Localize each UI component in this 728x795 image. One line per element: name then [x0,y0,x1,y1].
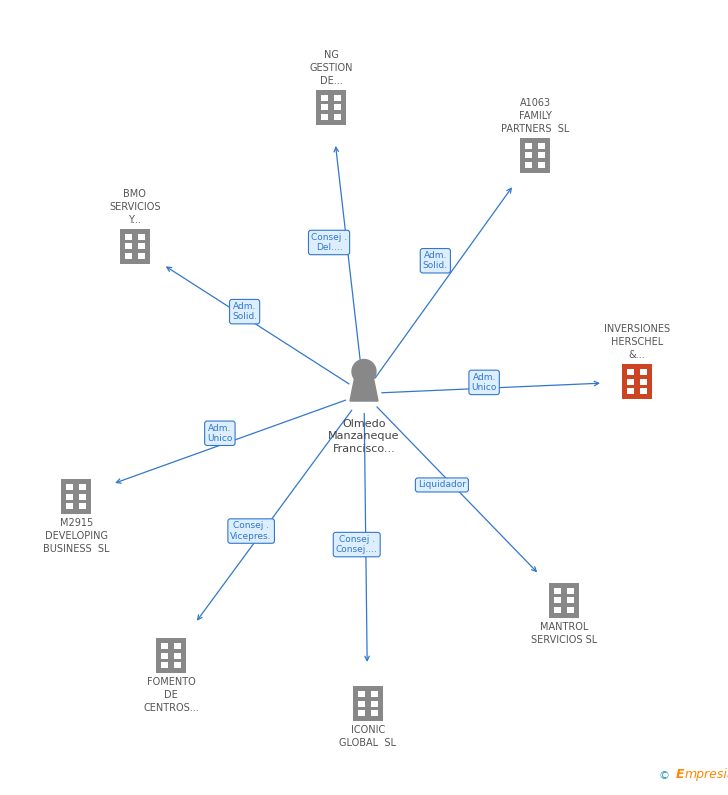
Polygon shape [350,376,378,401]
Text: Adm.
Solid.: Adm. Solid. [423,251,448,270]
FancyBboxPatch shape [138,243,145,250]
FancyBboxPatch shape [124,243,132,250]
FancyBboxPatch shape [640,378,647,385]
FancyBboxPatch shape [79,484,87,491]
FancyBboxPatch shape [554,607,561,613]
FancyBboxPatch shape [161,643,168,650]
FancyBboxPatch shape [525,161,532,168]
FancyBboxPatch shape [334,114,341,120]
FancyBboxPatch shape [66,503,74,510]
FancyBboxPatch shape [334,95,341,101]
FancyBboxPatch shape [161,662,168,669]
FancyBboxPatch shape [357,710,365,716]
FancyBboxPatch shape [174,643,181,650]
FancyBboxPatch shape [622,364,652,399]
FancyBboxPatch shape [525,152,532,158]
FancyBboxPatch shape [525,142,532,149]
FancyBboxPatch shape [549,583,579,618]
Text: INVERSIONES
HERSCHEL
&...: INVERSIONES HERSCHEL &... [604,324,670,360]
FancyBboxPatch shape [79,503,87,510]
Text: BMO
SERVICIOS
Y...: BMO SERVICIOS Y... [109,189,160,225]
Text: NG
GESTION
DE...: NG GESTION DE... [309,50,353,86]
Text: ©: © [659,770,670,781]
FancyBboxPatch shape [640,388,647,394]
Text: Adm.
Unico: Adm. Unico [472,373,496,392]
Text: FOMENTO
DE
CENTROS...: FOMENTO DE CENTROS... [143,677,199,713]
Text: Olmedo
Manzaneque
Francisco...: Olmedo Manzaneque Francisco... [328,418,400,454]
FancyBboxPatch shape [627,369,634,375]
FancyBboxPatch shape [554,588,561,594]
Text: Adm.
Unico: Adm. Unico [207,424,232,443]
FancyBboxPatch shape [119,229,150,264]
FancyBboxPatch shape [66,494,74,500]
FancyBboxPatch shape [627,388,634,394]
FancyBboxPatch shape [371,710,378,716]
Text: A1063
FAMILY
PARTNERS  SL: A1063 FAMILY PARTNERS SL [501,98,569,134]
Text: Consej .
Vicepres.: Consej . Vicepres. [230,522,272,541]
FancyBboxPatch shape [627,378,634,385]
FancyBboxPatch shape [640,369,647,375]
Text: mpresia: mpresia [684,768,728,781]
FancyBboxPatch shape [321,95,328,101]
Text: Adm.
Solid.: Adm. Solid. [232,302,257,321]
FancyBboxPatch shape [538,152,545,158]
FancyBboxPatch shape [174,662,181,669]
FancyBboxPatch shape [61,479,92,514]
FancyBboxPatch shape [156,638,186,673]
Text: Liquidador: Liquidador [418,480,466,490]
FancyBboxPatch shape [124,234,132,240]
FancyBboxPatch shape [567,597,574,603]
FancyBboxPatch shape [538,161,545,168]
FancyBboxPatch shape [357,700,365,707]
FancyBboxPatch shape [334,104,341,111]
FancyBboxPatch shape [538,142,545,149]
FancyBboxPatch shape [357,691,365,697]
Text: ICONIC
GLOBAL  SL: ICONIC GLOBAL SL [339,725,396,748]
FancyBboxPatch shape [321,104,328,111]
FancyBboxPatch shape [567,588,574,594]
Text: MANTROL
SERVICIOS SL: MANTROL SERVICIOS SL [531,622,598,645]
FancyBboxPatch shape [66,484,74,491]
FancyBboxPatch shape [79,494,87,500]
FancyBboxPatch shape [371,700,378,707]
Text: Consej .
Del....: Consej . Del.... [311,233,347,252]
FancyBboxPatch shape [321,114,328,120]
FancyBboxPatch shape [138,234,145,240]
FancyBboxPatch shape [554,597,561,603]
FancyBboxPatch shape [352,686,383,721]
Ellipse shape [352,359,376,383]
FancyBboxPatch shape [124,253,132,259]
FancyBboxPatch shape [316,90,347,125]
Text: M2915
DEVELOPING
BUSINESS  SL: M2915 DEVELOPING BUSINESS SL [43,518,110,554]
FancyBboxPatch shape [567,607,574,613]
FancyBboxPatch shape [161,653,168,659]
FancyBboxPatch shape [371,691,378,697]
FancyBboxPatch shape [174,653,181,659]
Text: Consej .
Consej....: Consej . Consej.... [336,535,378,554]
Text: E: E [676,768,684,781]
FancyBboxPatch shape [138,253,145,259]
FancyBboxPatch shape [520,138,550,173]
